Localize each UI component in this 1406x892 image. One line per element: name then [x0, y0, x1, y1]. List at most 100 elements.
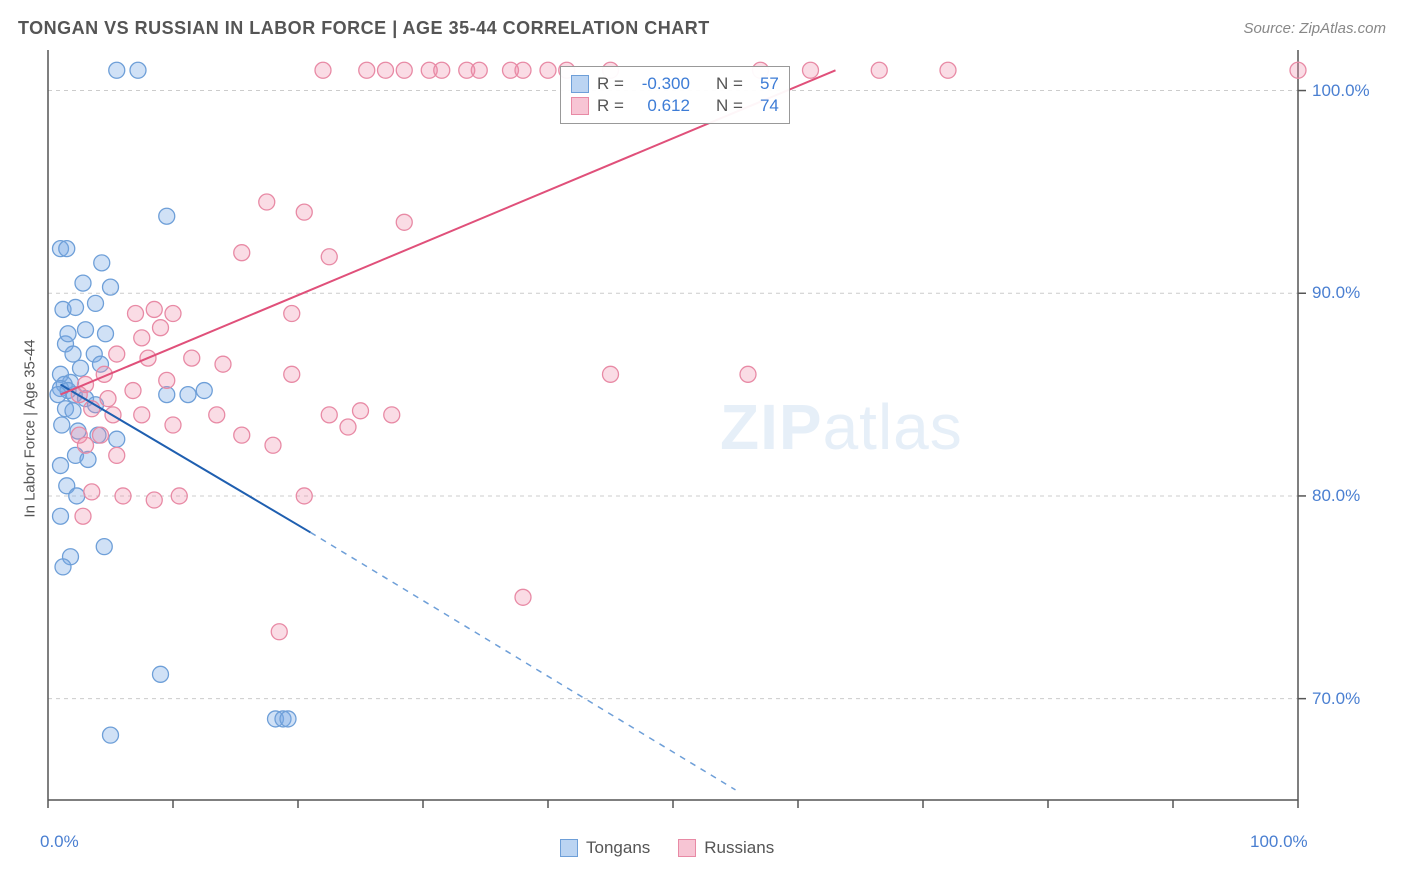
- scatter-point: [396, 214, 412, 230]
- scatter-point: [515, 62, 531, 78]
- scatter-point: [540, 62, 556, 78]
- trend-line-extension: [311, 532, 736, 789]
- scatter-point: [75, 275, 91, 291]
- scatter-point: [134, 330, 150, 346]
- scatter-point: [165, 417, 181, 433]
- scatter-point: [321, 249, 337, 265]
- stats-row: R =-0.300N =57: [571, 73, 779, 95]
- scatter-point: [100, 391, 116, 407]
- scatter-point: [54, 417, 70, 433]
- scatter-point: [359, 62, 375, 78]
- scatter-point: [146, 492, 162, 508]
- r-label: R =: [597, 95, 624, 117]
- legend-swatch: [571, 75, 589, 93]
- scatter-point: [184, 350, 200, 366]
- scatter-point: [159, 208, 175, 224]
- bottom-legend: Tongans Russians: [560, 838, 774, 858]
- scatter-point: [60, 326, 76, 342]
- scatter-point: [353, 403, 369, 419]
- scatter-point: [53, 508, 69, 524]
- scatter-point: [55, 559, 71, 575]
- stats-legend: R = -0.300 N = 57R = 0.612 N = 74: [560, 66, 790, 124]
- legend-label: Tongans: [586, 838, 650, 858]
- scatter-point: [1290, 62, 1306, 78]
- scatter-point: [321, 407, 337, 423]
- scatter-plot: [0, 0, 1406, 892]
- scatter-point: [98, 326, 114, 342]
- scatter-point: [68, 299, 84, 315]
- scatter-point: [196, 383, 212, 399]
- scatter-point: [265, 437, 281, 453]
- scatter-point: [296, 204, 312, 220]
- y-tick-label: 80.0%: [1312, 486, 1360, 506]
- scatter-point: [109, 62, 125, 78]
- scatter-point: [171, 488, 187, 504]
- n-value: 74: [751, 95, 779, 117]
- scatter-point: [259, 194, 275, 210]
- scatter-point: [80, 451, 96, 467]
- scatter-point: [73, 360, 89, 376]
- scatter-point: [103, 727, 119, 743]
- scatter-point: [165, 306, 181, 322]
- scatter-point: [59, 241, 75, 257]
- legend-swatch: [571, 97, 589, 115]
- y-tick-label: 70.0%: [1312, 689, 1360, 709]
- scatter-point: [284, 366, 300, 382]
- scatter-point: [515, 589, 531, 605]
- scatter-point: [134, 407, 150, 423]
- scatter-point: [340, 419, 356, 435]
- scatter-point: [78, 322, 94, 338]
- scatter-point: [94, 255, 110, 271]
- scatter-point: [271, 624, 287, 640]
- r-value: 0.612: [632, 95, 690, 117]
- scatter-point: [84, 484, 100, 500]
- scatter-point: [109, 431, 125, 447]
- scatter-point: [103, 279, 119, 295]
- scatter-point: [296, 488, 312, 504]
- n-label: N =: [716, 95, 743, 117]
- n-value: 57: [751, 73, 779, 95]
- scatter-point: [78, 437, 94, 453]
- x-axis-label-max: 100.0%: [1250, 832, 1308, 852]
- scatter-point: [396, 62, 412, 78]
- scatter-point: [209, 407, 225, 423]
- scatter-point: [384, 407, 400, 423]
- r-value: -0.300: [632, 73, 690, 95]
- scatter-point: [128, 306, 144, 322]
- scatter-point: [159, 372, 175, 388]
- scatter-point: [130, 62, 146, 78]
- legend-swatch: [560, 839, 578, 857]
- scatter-point: [234, 245, 250, 261]
- scatter-point: [153, 320, 169, 336]
- y-tick-label: 100.0%: [1312, 81, 1370, 101]
- r-label: R =: [597, 73, 624, 95]
- y-tick-label: 90.0%: [1312, 283, 1360, 303]
- trend-line: [61, 384, 311, 532]
- legend-item: Russians: [678, 838, 774, 858]
- scatter-point: [280, 711, 296, 727]
- stats-row: R = 0.612 N = 74: [571, 95, 779, 117]
- scatter-point: [69, 488, 85, 504]
- scatter-point: [871, 62, 887, 78]
- scatter-point: [434, 62, 450, 78]
- scatter-point: [180, 387, 196, 403]
- scatter-point: [65, 346, 81, 362]
- legend-swatch: [678, 839, 696, 857]
- scatter-point: [115, 488, 131, 504]
- scatter-point: [378, 62, 394, 78]
- scatter-point: [603, 366, 619, 382]
- scatter-point: [75, 508, 91, 524]
- scatter-point: [109, 447, 125, 463]
- scatter-point: [125, 383, 141, 399]
- scatter-point: [93, 427, 109, 443]
- scatter-point: [740, 366, 756, 382]
- legend-item: Tongans: [560, 838, 650, 858]
- scatter-point: [153, 666, 169, 682]
- legend-label: Russians: [704, 838, 774, 858]
- scatter-point: [65, 403, 81, 419]
- scatter-point: [50, 387, 66, 403]
- scatter-point: [88, 295, 104, 311]
- scatter-point: [803, 62, 819, 78]
- scatter-point: [284, 306, 300, 322]
- scatter-point: [215, 356, 231, 372]
